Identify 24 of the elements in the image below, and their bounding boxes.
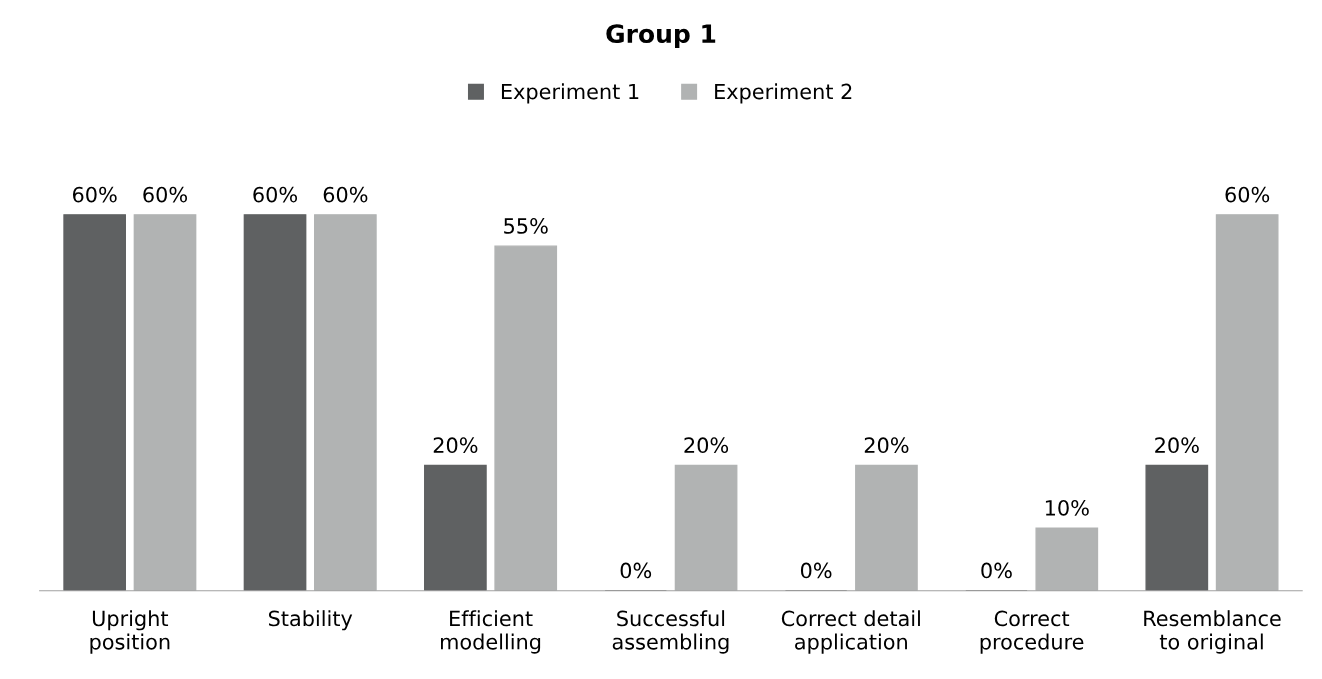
x-tick-label: Resemblance to original [1144, 610, 1281, 654]
x-tick-label: Stability [268, 610, 353, 631]
data-label: 20% [864, 437, 909, 454]
data-label: 0% [981, 562, 1012, 579]
legend-label: Experiment 2 [715, 83, 852, 104]
x-tick-label: Successful assembling [612, 610, 729, 654]
x-tick-label: Correct detail application [781, 610, 920, 654]
data-label: 20% [433, 437, 478, 454]
data-label: 20% [1155, 437, 1199, 454]
data-label: 60% [323, 186, 368, 203]
data-label: 60% [1225, 186, 1270, 203]
x-tick-label: Efficient modelling [441, 610, 541, 654]
data-label: 0% [800, 562, 832, 579]
chart-title: Group 1 [606, 24, 716, 48]
data-label: 60% [253, 186, 298, 203]
data-label: 60% [72, 186, 117, 203]
data-label: 20% [684, 437, 729, 454]
data-label: 55% [504, 218, 548, 234]
data-label: 10% [1045, 499, 1089, 516]
data-label: 0% [620, 562, 652, 579]
x-tick-label: Correct procedure [980, 610, 1084, 654]
legend-label: Experiment 1 [501, 83, 639, 104]
x-tick-label: Upright position [90, 610, 170, 654]
data-label: 60% [143, 186, 188, 203]
